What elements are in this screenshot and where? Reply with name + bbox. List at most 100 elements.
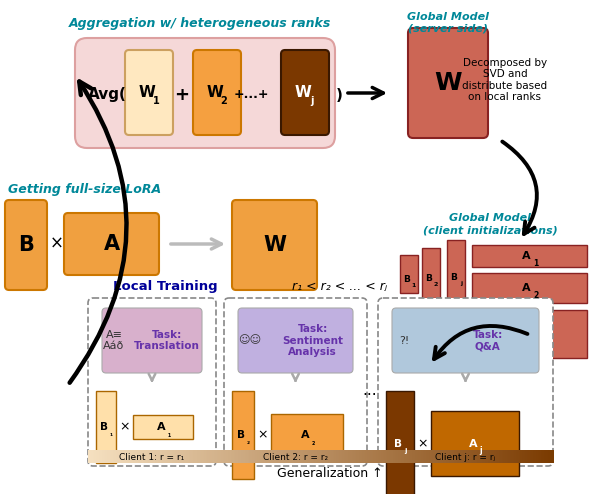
Bar bbox=[311, 450, 313, 463]
Bar bbox=[475, 450, 478, 463]
Bar bbox=[400, 450, 402, 463]
Bar bbox=[212, 450, 214, 463]
Bar bbox=[187, 450, 189, 463]
Bar bbox=[121, 450, 123, 463]
FancyBboxPatch shape bbox=[238, 308, 353, 373]
Bar bbox=[341, 450, 342, 463]
Bar bbox=[141, 450, 143, 463]
Bar bbox=[150, 450, 152, 463]
Bar bbox=[522, 450, 524, 463]
Bar bbox=[379, 450, 382, 463]
Text: Task:
Translation: Task: Translation bbox=[134, 329, 200, 351]
Bar bbox=[103, 450, 106, 463]
Bar bbox=[342, 450, 344, 463]
Bar bbox=[431, 411, 519, 476]
Bar bbox=[251, 450, 253, 463]
Bar bbox=[178, 450, 180, 463]
Text: j: j bbox=[534, 336, 537, 345]
Text: ₂: ₂ bbox=[311, 438, 315, 447]
Bar bbox=[124, 450, 126, 463]
Bar bbox=[182, 450, 185, 463]
Bar bbox=[533, 450, 535, 463]
Bar bbox=[429, 450, 431, 463]
Bar bbox=[382, 450, 385, 463]
Bar bbox=[195, 450, 197, 463]
Text: Local Training: Local Training bbox=[113, 280, 217, 293]
Text: W: W bbox=[207, 85, 223, 100]
Text: j: j bbox=[310, 95, 313, 106]
Bar bbox=[428, 450, 429, 463]
Text: 1: 1 bbox=[412, 283, 416, 288]
FancyBboxPatch shape bbox=[408, 28, 488, 138]
Text: A: A bbox=[522, 329, 531, 339]
Text: +...+: +...+ bbox=[233, 88, 269, 101]
Bar bbox=[410, 450, 413, 463]
Text: Client j: r = rⱼ: Client j: r = rⱼ bbox=[435, 453, 495, 462]
Bar bbox=[127, 450, 129, 463]
Bar bbox=[442, 450, 443, 463]
Bar bbox=[482, 450, 484, 463]
Text: Client 1: r = r₁: Client 1: r = r₁ bbox=[120, 453, 185, 462]
Bar bbox=[108, 450, 110, 463]
Bar bbox=[143, 450, 144, 463]
Bar bbox=[511, 450, 513, 463]
Bar bbox=[138, 450, 140, 463]
FancyBboxPatch shape bbox=[102, 308, 202, 373]
Bar bbox=[201, 450, 203, 463]
Bar bbox=[133, 450, 135, 463]
Text: A≡
Aáð: A≡ Aáð bbox=[103, 329, 124, 351]
Bar bbox=[193, 450, 196, 463]
Bar bbox=[172, 450, 174, 463]
Bar bbox=[170, 450, 172, 463]
Bar bbox=[508, 450, 510, 463]
Bar bbox=[179, 450, 181, 463]
Bar bbox=[305, 450, 307, 463]
Text: 2: 2 bbox=[434, 282, 438, 287]
Text: ×: × bbox=[418, 437, 428, 450]
Bar bbox=[296, 450, 298, 463]
Bar bbox=[350, 450, 352, 463]
Bar bbox=[518, 450, 519, 463]
Bar bbox=[447, 240, 465, 305]
Bar bbox=[286, 450, 289, 463]
Bar bbox=[503, 450, 506, 463]
Bar bbox=[425, 450, 426, 463]
Bar bbox=[92, 450, 95, 463]
Bar bbox=[159, 450, 161, 463]
Bar bbox=[291, 450, 293, 463]
Bar bbox=[111, 450, 114, 463]
Bar bbox=[116, 450, 118, 463]
Bar bbox=[538, 450, 539, 463]
Bar bbox=[368, 450, 371, 463]
Text: Client 2: r = r₂: Client 2: r = r₂ bbox=[263, 453, 328, 462]
Bar bbox=[365, 450, 367, 463]
Bar bbox=[505, 450, 507, 463]
Bar bbox=[469, 450, 471, 463]
Bar bbox=[478, 450, 481, 463]
Bar bbox=[532, 450, 533, 463]
Bar bbox=[294, 450, 296, 463]
Bar bbox=[155, 450, 156, 463]
Bar bbox=[414, 450, 416, 463]
Bar bbox=[308, 450, 310, 463]
Bar bbox=[527, 450, 528, 463]
Bar bbox=[260, 450, 262, 463]
Bar bbox=[545, 450, 547, 463]
Text: B: B bbox=[426, 274, 432, 283]
Bar bbox=[480, 450, 482, 463]
Bar bbox=[396, 450, 399, 463]
Bar bbox=[321, 450, 323, 463]
Text: A: A bbox=[301, 430, 309, 440]
Bar bbox=[207, 450, 210, 463]
Bar bbox=[432, 450, 434, 463]
Bar bbox=[106, 450, 109, 463]
Bar bbox=[358, 450, 360, 463]
Bar bbox=[153, 450, 155, 463]
Bar bbox=[277, 450, 279, 463]
Bar bbox=[477, 450, 479, 463]
Text: B: B bbox=[394, 439, 402, 449]
Bar bbox=[361, 450, 363, 463]
Bar bbox=[102, 450, 104, 463]
Bar bbox=[371, 450, 374, 463]
FancyBboxPatch shape bbox=[224, 298, 367, 466]
